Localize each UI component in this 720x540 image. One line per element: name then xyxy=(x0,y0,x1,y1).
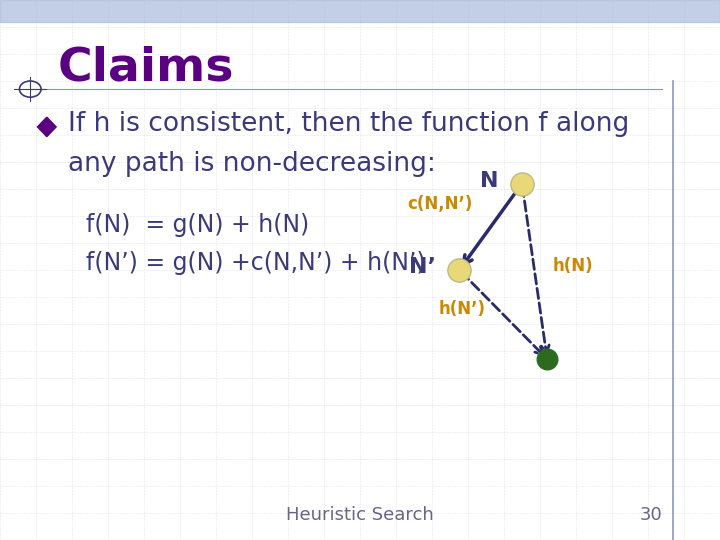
Text: If h is consistent, then the function f along: If h is consistent, then the function f … xyxy=(68,111,630,137)
Text: f(N)  = g(N) + h(N): f(N) = g(N) + h(N) xyxy=(86,213,310,237)
Polygon shape xyxy=(37,117,56,137)
Bar xyxy=(0,0,720,22)
Text: h(N): h(N) xyxy=(553,257,593,275)
Point xyxy=(516,179,528,188)
Text: h(N’): h(N’) xyxy=(438,300,485,318)
Text: 30: 30 xyxy=(639,506,662,524)
Point xyxy=(454,266,465,274)
Text: Claims: Claims xyxy=(58,46,234,91)
Text: any path is non-decreasing:: any path is non-decreasing: xyxy=(68,151,436,177)
Text: N: N xyxy=(480,171,499,191)
Text: Heuristic Search: Heuristic Search xyxy=(286,506,434,524)
Point xyxy=(541,355,553,363)
Text: N’: N’ xyxy=(409,257,436,278)
Text: f(N’) = g(N) +c(N,N’) + h(N’): f(N’) = g(N) +c(N,N’) + h(N’) xyxy=(86,251,426,275)
Text: c(N,N’): c(N,N’) xyxy=(408,195,473,213)
